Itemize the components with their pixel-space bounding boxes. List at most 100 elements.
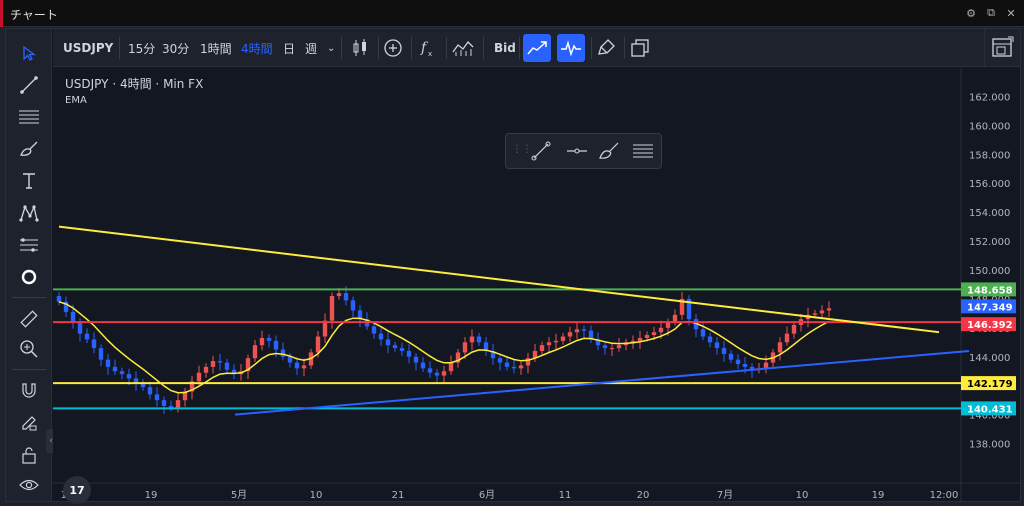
float-fib-icon[interactable]	[628, 137, 658, 165]
ruler-tool-icon[interactable]	[14, 305, 44, 333]
candle-body	[511, 366, 517, 369]
candle-body	[63, 301, 69, 312]
toolbar-divider	[119, 37, 120, 59]
float-trendline-icon[interactable]	[526, 137, 556, 165]
drag-handle-icon[interactable]: ⋮⋮	[512, 144, 532, 155]
interval-dropdown-chevron-icon[interactable]: ⌄	[327, 42, 336, 54]
candle-body	[819, 310, 825, 314]
candles-type-icon[interactable]	[346, 34, 374, 62]
candle-body	[287, 356, 293, 363]
candle-body	[357, 310, 363, 320]
candle-body	[105, 359, 111, 367]
candle-body	[665, 322, 671, 328]
price-label-bg	[961, 401, 1016, 416]
eye-icon[interactable]	[14, 471, 44, 499]
chart-pane[interactable]: 162.000 160.000 158.000 156.000 154.000 152.0…	[53, 68, 1020, 504]
candle-body	[714, 342, 720, 349]
svg-text:f: f	[420, 40, 429, 56]
collapse-toolbar-button[interactable]: ‹	[46, 429, 56, 453]
candle-body	[77, 322, 83, 334]
candle-body	[378, 333, 384, 340]
candle-body	[392, 345, 398, 349]
candle-body	[742, 364, 748, 367]
price-type-button[interactable]: Bid	[494, 41, 516, 55]
popout-icon[interactable]: ⧉	[987, 6, 995, 19]
price-axis-tick: 150.000	[969, 266, 1010, 277]
svg-text:x: x	[428, 50, 432, 58]
candle-body	[385, 339, 391, 346]
interval-button[interactable]: 30分	[162, 41, 190, 56]
floating-drawing-toolbar: ⋮⋮	[505, 133, 662, 169]
interval-button[interactable]: 15分	[128, 41, 156, 56]
close-icon[interactable]: ✕	[1006, 6, 1016, 20]
candle-body	[399, 348, 405, 351]
titlebar-accent	[0, 0, 3, 27]
layout-settings-icon[interactable]	[984, 29, 1020, 67]
price-axis-tick: 162.000	[969, 92, 1010, 103]
price-label-bg	[961, 376, 1016, 391]
candle-body	[371, 326, 377, 334]
symbol-search-button[interactable]: USDJPY	[63, 41, 114, 55]
candle-body	[616, 345, 622, 349]
candle-body	[182, 391, 188, 401]
cursor-tool-icon[interactable]	[14, 39, 44, 67]
templates-icon[interactable]	[449, 34, 477, 62]
candle-body	[826, 308, 832, 311]
copy-layout-icon[interactable]	[626, 34, 654, 62]
float-hline-icon[interactable]	[562, 137, 592, 165]
legend-indicator[interactable]: EMA	[65, 95, 87, 106]
trend-line	[58, 225, 940, 334]
pattern-tool-icon[interactable]	[14, 199, 44, 227]
trend-toggle-icon[interactable]	[523, 34, 551, 62]
candle-body	[539, 345, 545, 351]
brush-tool-icon[interactable]	[14, 135, 44, 163]
price-axis-tick: 154.000	[969, 208, 1010, 219]
stay-drawing-icon[interactable]	[14, 409, 44, 437]
price-axis-tick: 156.000	[969, 179, 1010, 190]
lock-icon[interactable]	[14, 441, 44, 469]
candle-body	[637, 337, 643, 341]
settings-icon[interactable]: ⚙	[966, 6, 976, 20]
interval-button[interactable]: 4時間	[241, 41, 273, 56]
candle-body	[595, 339, 601, 346]
candle-body	[651, 332, 657, 336]
window-controls: ⚙ ⧉ ✕	[964, 6, 1018, 20]
price-axis-tick: 140.000	[969, 411, 1010, 422]
time-axis-tick: 21	[392, 490, 405, 501]
candle-body	[658, 327, 664, 333]
trendline-tool-icon[interactable]	[14, 71, 44, 99]
candle-body	[693, 319, 699, 330]
interval-button[interactable]: 日	[283, 41, 296, 56]
toolbar-divider	[12, 297, 46, 298]
candle-body	[574, 329, 580, 333]
candle-body	[98, 348, 104, 360]
toolbar-divider	[341, 37, 342, 59]
candle-body	[532, 350, 538, 359]
candle-body	[644, 335, 650, 338]
prediction-tool-icon[interactable]	[14, 231, 44, 259]
zoom-in-icon[interactable]	[14, 335, 44, 363]
candle-body	[560, 336, 566, 341]
interval-button[interactable]: 1時間	[200, 41, 232, 56]
drawing-toolbar: ‹	[6, 29, 56, 501]
text-tool-icon[interactable]	[14, 167, 44, 195]
candle-body	[567, 332, 573, 337]
pulse-toggle-icon[interactable]	[557, 34, 585, 62]
candle-body	[812, 313, 818, 315]
candle-body	[777, 342, 783, 353]
candle-body	[546, 342, 552, 346]
compare-add-icon[interactable]	[379, 34, 407, 62]
shape-circle-tool-icon[interactable]	[14, 263, 44, 291]
candle-body	[203, 366, 209, 373]
magnet-icon[interactable]	[14, 377, 44, 405]
candle-body	[154, 394, 160, 401]
legend-separator: ·	[112, 77, 120, 91]
time-axis-tick: 19	[145, 490, 158, 501]
fib-tool-icon[interactable]	[14, 103, 44, 131]
float-brush-icon[interactable]	[594, 137, 624, 165]
clear-drawings-icon[interactable]	[593, 34, 621, 62]
time-axis-tick: 11	[559, 490, 572, 501]
interval-button[interactable]: 週	[305, 41, 318, 56]
candle-body	[728, 353, 734, 360]
